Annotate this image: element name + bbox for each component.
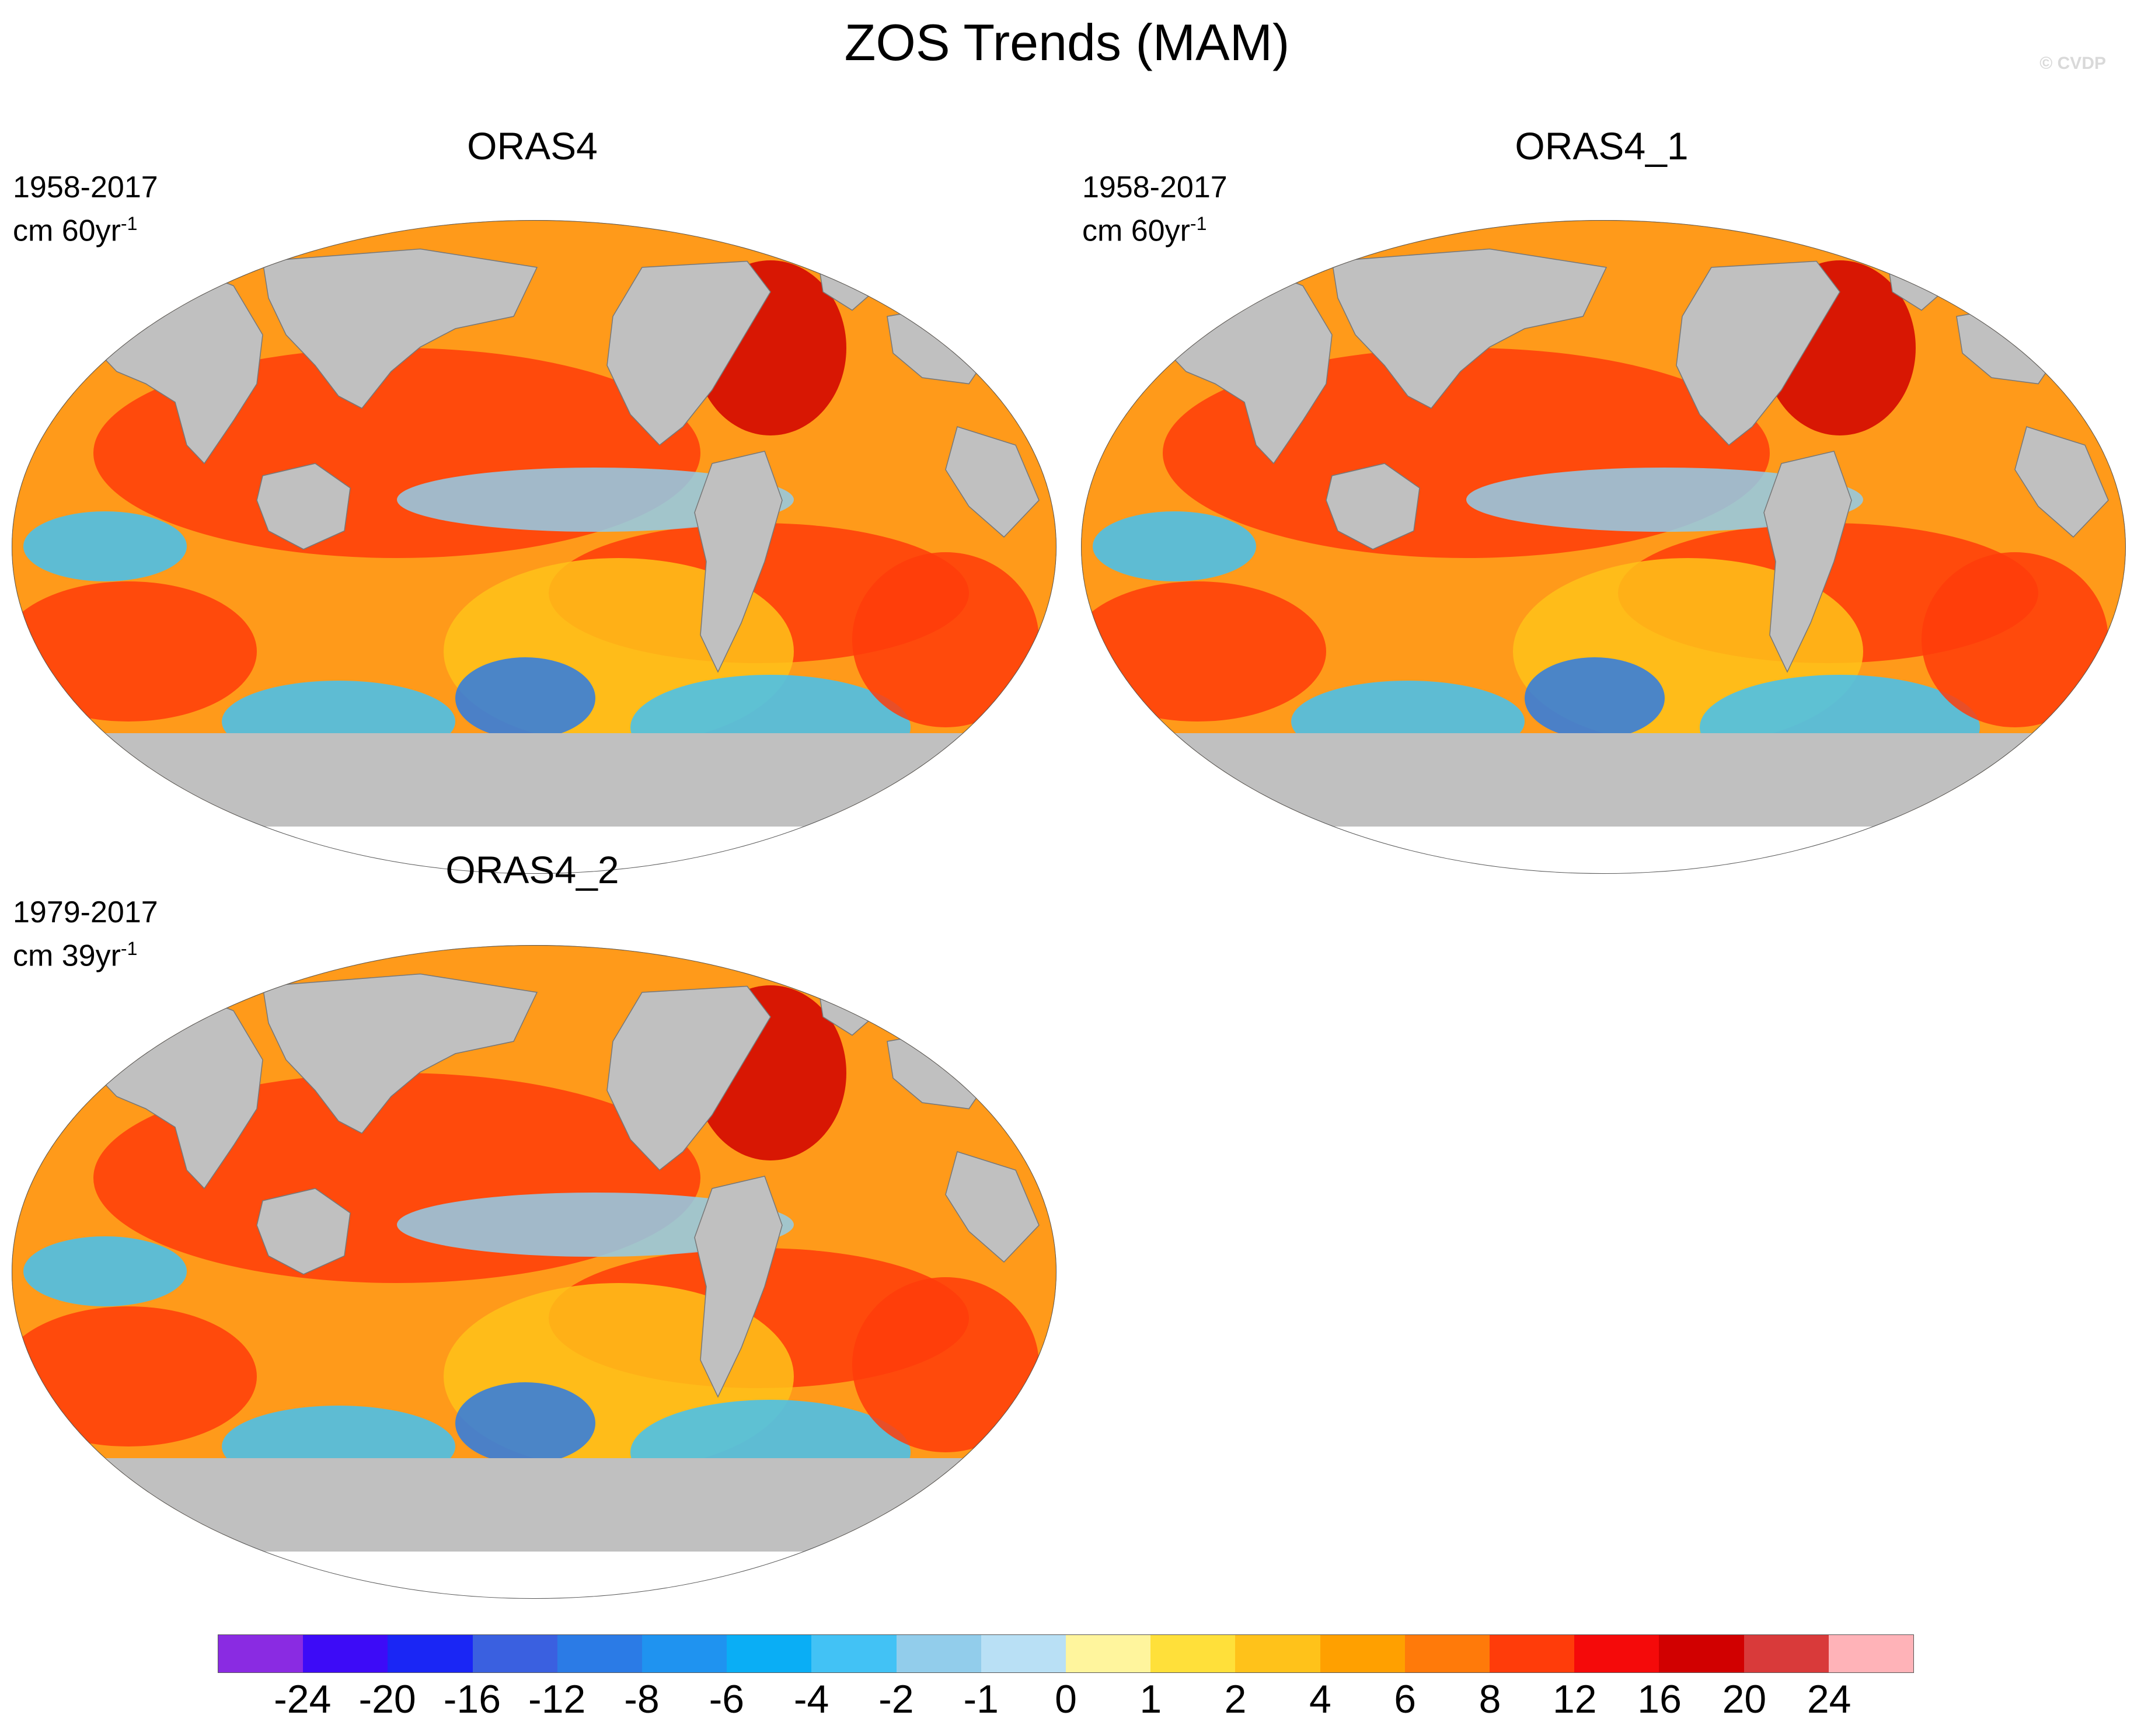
colorbar-tick-label: 8 — [1479, 1677, 1501, 1721]
trend-region — [12, 581, 257, 721]
colorbar-tick-label: -20 — [358, 1677, 416, 1721]
trend-region — [1093, 511, 1256, 581]
colorbar-swatch — [472, 1635, 557, 1672]
colorbar-tick-label: -4 — [793, 1677, 829, 1721]
west-africa-land — [945, 426, 1040, 538]
panel-units: cm 60yr-1 — [1082, 213, 1207, 248]
map-body — [12, 173, 1056, 827]
trend-region — [1466, 468, 1863, 532]
trend-region — [23, 1236, 187, 1306]
eurasia-land — [1331, 248, 1608, 409]
credit-watermark: © CVDP — [2039, 54, 2106, 73]
trend-map — [12, 945, 1056, 1599]
south-america-land — [694, 1176, 783, 1398]
trend-region — [1922, 552, 2108, 727]
trend-region — [222, 173, 525, 219]
main-title: ZOS Trends (MAM) — [844, 13, 1290, 71]
colorbar-swatch — [896, 1635, 981, 1672]
colorbar-tick-label: 0 — [1055, 1677, 1077, 1721]
trend-region — [852, 1277, 1039, 1452]
colorbar-swatch — [388, 1635, 473, 1672]
trend-region — [1291, 173, 1595, 219]
south-america-land — [694, 451, 783, 673]
colorbar-swatch — [1235, 1635, 1320, 1672]
australia-land — [1326, 463, 1420, 550]
trend-region — [1081, 581, 1326, 721]
trend-map — [12, 220, 1056, 874]
colorbar-tick-label: 16 — [1637, 1677, 1682, 1721]
west-africa-land — [2014, 426, 2109, 538]
colorbar-swatch — [727, 1635, 812, 1672]
colorbar-tick-label: -8 — [624, 1677, 660, 1721]
colorbar-tick-label: -6 — [709, 1677, 745, 1721]
colorbar-tick-label: 4 — [1309, 1677, 1331, 1721]
trend-region — [397, 468, 794, 532]
colorbar-tick-label: 6 — [1394, 1677, 1417, 1721]
trend-map — [1081, 220, 2126, 874]
colorbar-swatch — [218, 1635, 304, 1672]
panel-period: 1979-2017 — [13, 895, 158, 929]
colorbar-tick-label: -2 — [878, 1677, 914, 1721]
colorbar-swatch — [1659, 1635, 1744, 1672]
colorbar-tick-label: 12 — [1552, 1677, 1597, 1721]
north-america-land — [1676, 260, 1840, 446]
trend-region — [23, 511, 187, 581]
trend-region — [12, 1306, 257, 1446]
colorbar-swatch — [1066, 1635, 1151, 1672]
trend-region — [455, 657, 595, 739]
colorbar-swatch — [1404, 1635, 1490, 1672]
colorbar-tick-label: 24 — [1807, 1677, 1851, 1721]
panel-period: 1958-2017 — [13, 170, 158, 204]
south-america-land — [1763, 451, 1852, 673]
colorbar-swatch — [1490, 1635, 1575, 1672]
colorbar-tick-label: -12 — [528, 1677, 586, 1721]
australia-land — [256, 463, 351, 550]
panel-title: ORAS4 — [467, 124, 598, 168]
map-body — [12, 898, 1056, 1552]
colorbar-swatch — [1828, 1635, 1914, 1672]
colorbar-tick-label: -24 — [274, 1677, 332, 1721]
trend-region — [455, 1382, 595, 1464]
australia-land — [256, 1188, 351, 1275]
trend-region — [852, 552, 1039, 727]
colorbar-tick-label: 1 — [1139, 1677, 1162, 1721]
colorbar-tick-label: -1 — [963, 1677, 999, 1721]
trend-region — [222, 898, 525, 944]
colorbar-tick-label: 2 — [1224, 1677, 1247, 1721]
colorbar-swatch — [303, 1635, 388, 1672]
eurasia-land — [262, 248, 538, 409]
west-africa-land — [945, 1151, 1040, 1263]
panel-period: 1958-2017 — [1082, 170, 1228, 204]
colorbar-tick-label: -16 — [443, 1677, 501, 1721]
trend-region — [1525, 657, 1665, 739]
panel-title: ORAS4_2 — [445, 848, 619, 891]
colorbar-swatch — [1574, 1635, 1659, 1672]
colorbar-tick-label: 20 — [1722, 1677, 1767, 1721]
map-body — [1081, 173, 2126, 827]
colorbar-swatch — [1320, 1635, 1405, 1672]
eurasia-land — [262, 973, 538, 1134]
panel-units: cm 39yr-1 — [13, 938, 138, 973]
colorbar-labels: -24 -20 -16 -12 -8 -6 -4 -2 -1 0 1 2 4 6 8 12 16 20 24 — [218, 1679, 1914, 1720]
panel-units: cm 60yr-1 — [13, 213, 138, 248]
north-america-land — [606, 985, 771, 1171]
panel-title: ORAS4_1 — [1515, 124, 1689, 168]
trend-region — [397, 1193, 794, 1257]
colorbar-swatch — [1744, 1635, 1829, 1672]
colorbar-swatch — [642, 1635, 727, 1672]
colorbar-swatch — [981, 1635, 1066, 1672]
colorbar-swatch — [811, 1635, 897, 1672]
colorbar-swatch — [557, 1635, 643, 1672]
colorbar-swatch — [1150, 1635, 1236, 1672]
north-america-land — [606, 260, 771, 446]
colorbar — [218, 1634, 1914, 1673]
